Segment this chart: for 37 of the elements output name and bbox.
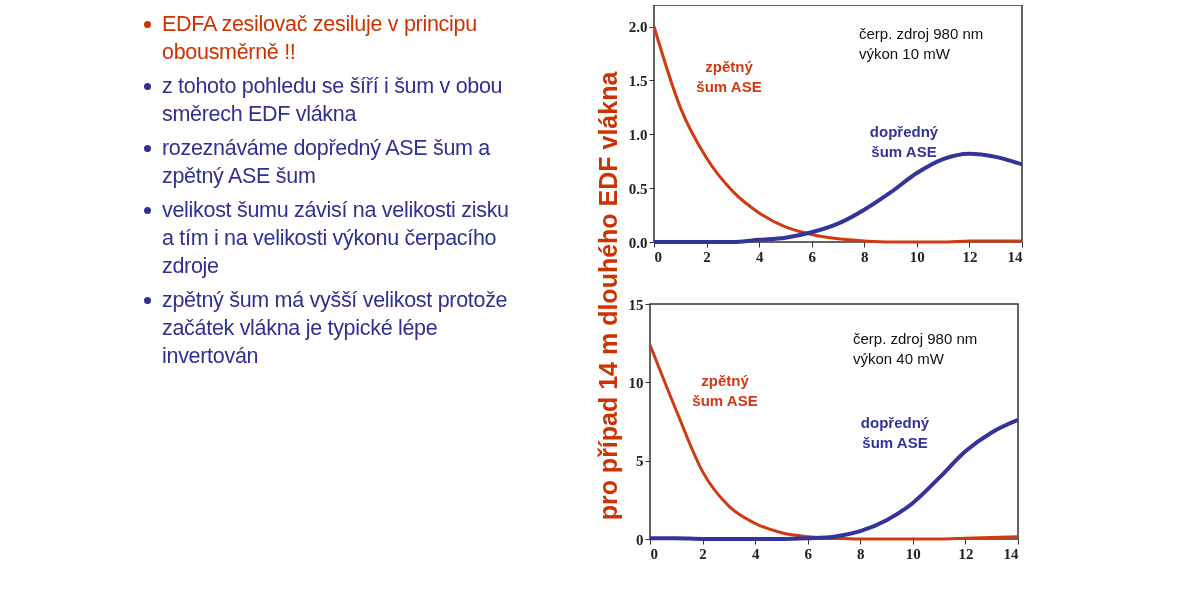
y-tick-label: 2.0 — [628, 19, 648, 36]
line-series — [648, 417, 1020, 541]
x-tick-label: 8 — [861, 248, 869, 265]
x-tick-label: 12 — [962, 248, 978, 265]
x-tick-label: 10 — [905, 545, 921, 562]
x-tick-label: 8 — [857, 545, 865, 562]
x-tick-label: 6 — [808, 248, 817, 265]
x-tick-label: 2 — [703, 248, 711, 265]
annotation: čerp. zdroj 980 nm — [853, 330, 978, 347]
text: EDFA zesilovač zesiluje v principu obousměrně !! — [162, 11, 478, 66]
annotation: čerp. zdroj 980 nm — [859, 25, 984, 42]
series-label: zpětný šum ASE — [692, 372, 758, 409]
line-series — [652, 25, 1024, 244]
annotation: výkon 10 mW — [859, 45, 951, 62]
x-tick-label: 14 — [1003, 545, 1019, 562]
y-tick-label: 1.5 — [628, 72, 648, 89]
x-tick-label: 6 — [804, 545, 813, 562]
y-tick-label: 0.0 — [628, 234, 648, 251]
series-label: dopředný šum ASE — [869, 123, 939, 160]
y-tick-label: 10 — [628, 374, 644, 391]
y-tick-label: 15 — [628, 296, 644, 313]
y-tick-label: 0 — [636, 531, 644, 548]
series-label: zpětný šum ASE — [696, 58, 762, 95]
x-tick-label: 12 — [958, 545, 974, 562]
annotation: výkon 40 mW — [853, 350, 945, 367]
x-tick-label: 10 — [909, 248, 925, 265]
x-tick-label: 4 — [751, 545, 760, 562]
y-tick-label: 5 — [636, 453, 644, 470]
series-label: dopředný šum ASE — [860, 414, 930, 451]
x-tick-label: 14 — [1007, 248, 1023, 265]
text: zpětný šum má vyšší velikost protože začátek vlákna je typické lépe invertován — [162, 287, 509, 370]
y-axis-title: pro případ 14 m dlouhého EDF vlákna — [593, 71, 623, 521]
x-tick-label: 2 — [699, 545, 707, 562]
x-tick-label: 4 — [755, 248, 764, 265]
x-tick-label: 0 — [654, 248, 662, 265]
y-tick-label: 0.5 — [628, 180, 648, 197]
y-tick-label: 1.0 — [628, 126, 648, 143]
